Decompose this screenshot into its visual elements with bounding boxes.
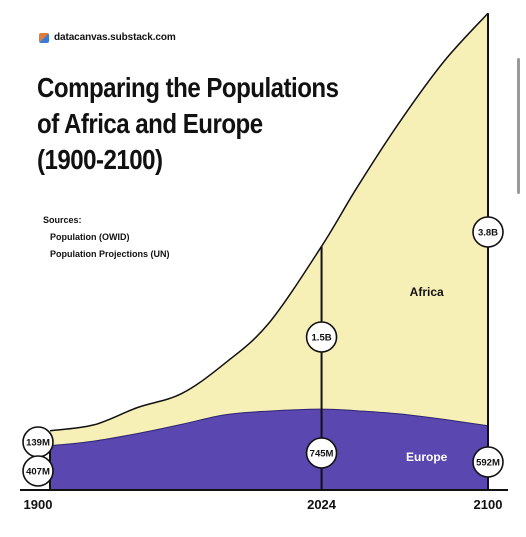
x-tick-label-1900: 1900 [24, 497, 53, 512]
scrollbar-thumb[interactable] [517, 58, 520, 194]
marker-africa-2024 [305, 321, 338, 353]
marker-label-europe-1900: 407M [26, 467, 50, 478]
marker-label-africa-2100: 3.8B [478, 228, 498, 239]
sources-block: Sources: Population (OWID) Population Pr… [43, 212, 170, 263]
site-name[interactable]: datacanvas.substack.com [54, 32, 176, 43]
marker-label-europe-2024: 745M [310, 449, 334, 460]
chart-title-line-1: Comparing the Populations [37, 72, 339, 103]
sources-heading: Sources: [43, 215, 82, 225]
area-label-africa: Africa [410, 285, 444, 299]
area-africa [50, 13, 488, 446]
source-item-projections: Population Projections (UN) [50, 249, 170, 259]
line-europe-outline [49, 408, 489, 447]
x-tick-label-2024: 2024 [307, 497, 337, 512]
chart-title-line-3: (1900-2100) [37, 144, 163, 175]
source-item-population: Population (OWID) [50, 232, 130, 242]
marker-label-europe-2100: 592M [476, 458, 500, 469]
marker-label-africa-1900: 139M [26, 438, 50, 449]
chart-title: Comparing the Populations of Africa and … [37, 70, 339, 178]
source-attribution[interactable]: datacanvas.substack.com [39, 32, 176, 43]
marker-label-africa-2024: 1.5B [312, 333, 332, 344]
marker-europe-2024 [305, 437, 338, 469]
marker-africa-2100 [472, 216, 504, 248]
line-total-outline [49, 12, 489, 432]
datacanvas-logo-icon [39, 32, 49, 43]
x-tick-label-2100: 2100 [474, 497, 503, 512]
marker-europe-1900 [22, 455, 54, 487]
chart-title-line-2: of Africa and Europe [37, 108, 263, 139]
marker-europe-2100 [472, 446, 504, 478]
area-label-europe: Europe [406, 450, 448, 464]
